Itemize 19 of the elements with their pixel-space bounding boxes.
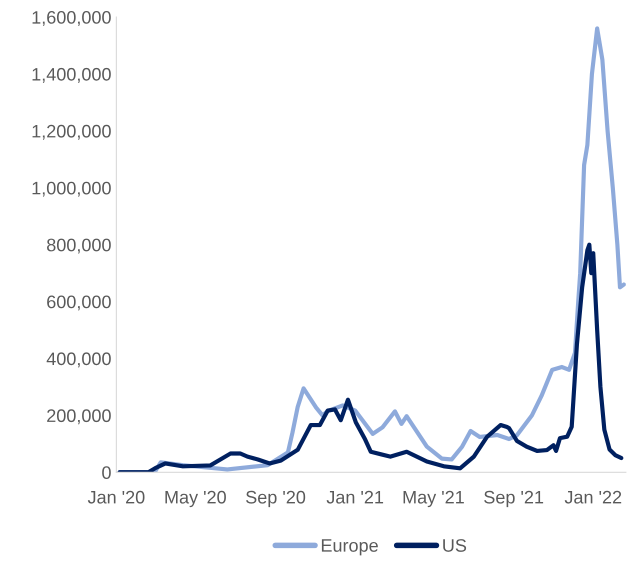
x-tick-label: May '20 [165, 490, 226, 508]
y-tick-label: 600,000 [47, 296, 111, 310]
x-tick-label: Sep '20 [246, 490, 306, 508]
x-tick-label: May '21 [404, 490, 464, 508]
y-tick-label: 1,000,000 [32, 182, 111, 197]
y-tick-label: 200,000 [47, 409, 111, 424]
y-tick-label: 1,600,000 [32, 11, 111, 26]
x-tick-label: Jan '20 [88, 490, 144, 504]
line-series [118, 242, 624, 472]
y-tick-label: 400,000 [46, 352, 111, 368]
y-tick-label: 0 [102, 466, 111, 479]
y-tick-label: 800,000 [47, 238, 111, 254]
x-tick-label: Sep '21 [484, 490, 544, 508]
x-tick-label: Jan '21 [326, 490, 384, 504]
legend-label: US [443, 539, 466, 552]
y-tick-label: 1,400,000 [32, 68, 111, 83]
legend-label: Europe [322, 539, 378, 556]
y-tick-label: 1,200,000 [32, 124, 111, 140]
x-tick-label: Jan '22 [564, 490, 622, 504]
